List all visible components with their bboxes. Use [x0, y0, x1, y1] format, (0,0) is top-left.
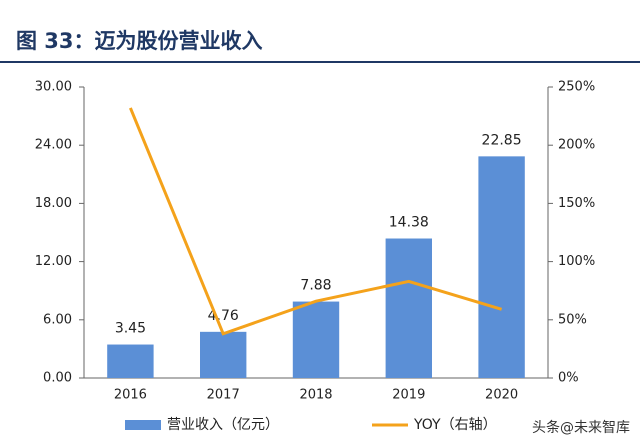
- bar: [292, 301, 340, 378]
- y-tick-label: 6.00: [43, 312, 72, 327]
- y2-tick-label: 250%: [558, 80, 595, 95]
- x-tick-label: 2017: [207, 388, 240, 403]
- bar: [385, 238, 432, 378]
- line: [129, 107, 503, 336]
- y-tick-label: 30.00: [35, 80, 72, 95]
- bar: [478, 156, 525, 378]
- y2-tick-label: 50%: [558, 312, 587, 327]
- bar: [107, 344, 154, 378]
- x-tick-label: 2018: [299, 388, 332, 403]
- legend-label: 营业收入（亿元）: [167, 417, 279, 433]
- chart-title: 图 33：迈为股份营业收入: [16, 29, 263, 53]
- y-tick-label: 12.00: [35, 254, 72, 269]
- y2-tick-label: 150%: [558, 196, 595, 211]
- y-tick-label: 24.00: [35, 138, 72, 153]
- y2-tick-label: 0%: [558, 371, 579, 386]
- y2-tick-label: 200%: [558, 138, 595, 153]
- x-tick-label: 2020: [485, 388, 518, 403]
- value-label: 7.88: [300, 278, 331, 294]
- y-tick-label: 18.00: [35, 196, 72, 211]
- value-label: 22.85: [482, 132, 522, 148]
- value-label: 14.38: [389, 215, 429, 231]
- bar: [200, 331, 247, 378]
- x-tick-label: 2016: [114, 388, 147, 403]
- y2-tick-label: 100%: [558, 254, 595, 269]
- value-label: 3.45: [115, 321, 146, 337]
- y-tick-label: 0.00: [43, 371, 72, 386]
- legend-swatch: [125, 420, 161, 430]
- legend-label: YOY（右轴）: [413, 417, 497, 433]
- x-tick-label: 2019: [392, 388, 425, 403]
- watermark: 头条@未来智库: [532, 419, 630, 436]
